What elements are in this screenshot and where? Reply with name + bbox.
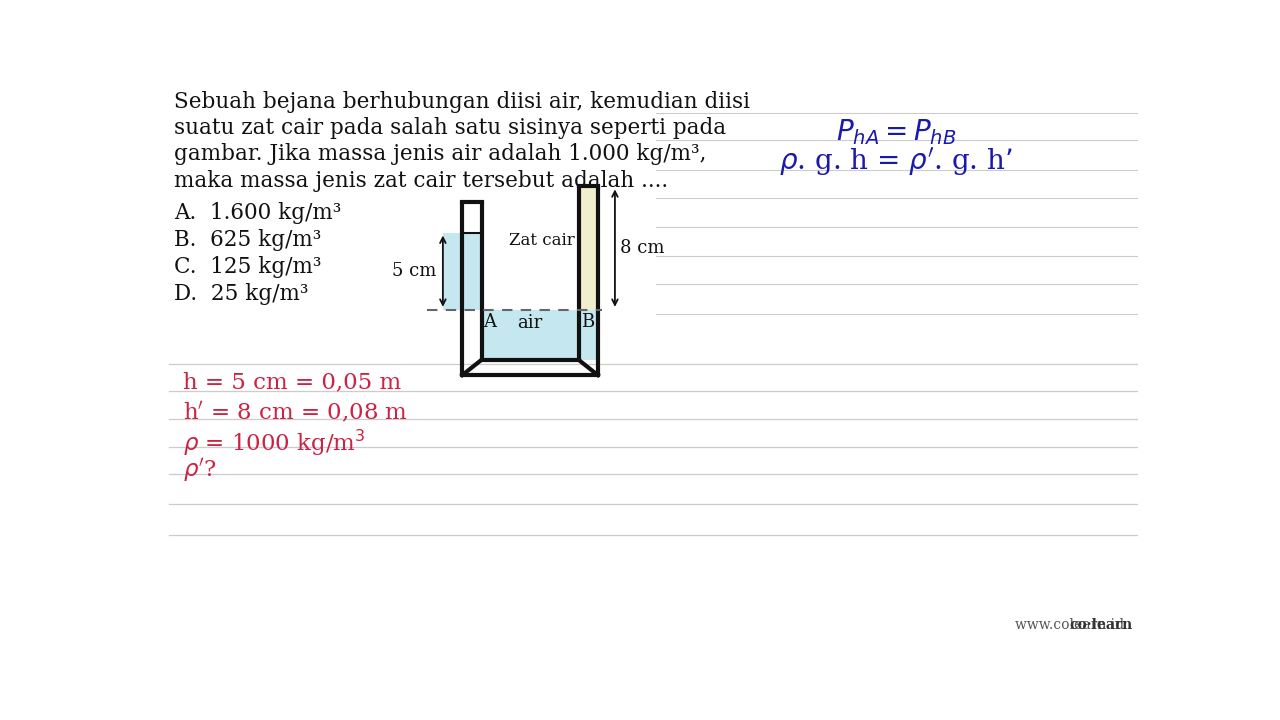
Text: 5 cm: 5 cm xyxy=(392,262,436,280)
Text: $\rho$ = 1000 kg/m$^3$: $\rho$ = 1000 kg/m$^3$ xyxy=(183,428,366,459)
Text: maka massa jenis zat cair tersebut adalah ....: maka massa jenis zat cair tersebut adala… xyxy=(174,169,668,192)
Bar xyxy=(443,233,481,310)
Text: D.  25 kg/m³: D. 25 kg/m³ xyxy=(174,283,308,305)
Text: gambar. Jika massa jenis air adalah 1.000 kg/m³,: gambar. Jika massa jenis air adalah 1.00… xyxy=(174,143,707,166)
Bar xyxy=(579,186,598,310)
Text: air: air xyxy=(517,315,543,333)
Text: $P_{hA} = P_{hB}$: $P_{hA} = P_{hB}$ xyxy=(836,117,956,147)
Bar xyxy=(481,310,598,360)
Text: h$'$ = 8 cm = 0,08 m: h$'$ = 8 cm = 0,08 m xyxy=(183,400,408,425)
Text: A: A xyxy=(483,312,497,330)
Text: C.  125 kg/m³: C. 125 kg/m³ xyxy=(174,256,321,278)
Text: A.  1.600 kg/m³: A. 1.600 kg/m³ xyxy=(174,202,342,224)
Text: $\rho'$?: $\rho'$? xyxy=(183,456,218,485)
Text: co·learn: co·learn xyxy=(1069,618,1133,631)
Text: Zat cair: Zat cair xyxy=(509,232,575,249)
Text: suatu zat cair pada salah satu sisinya seperti pada: suatu zat cair pada salah satu sisinya s… xyxy=(174,117,726,139)
Text: Sebuah bejana berhubungan diisi air, kemudian diisi: Sebuah bejana berhubungan diisi air, kem… xyxy=(174,91,750,113)
Text: 8 cm: 8 cm xyxy=(620,239,664,257)
Text: www.colearn.id: www.colearn.id xyxy=(1015,618,1133,631)
Text: h = 5 cm = 0,05 m: h = 5 cm = 0,05 m xyxy=(183,372,402,393)
Text: B: B xyxy=(581,312,594,330)
Text: B.  625 kg/m³: B. 625 kg/m³ xyxy=(174,229,321,251)
Text: $\rho$. g. h = $\rho'$. g. h’: $\rho$. g. h = $\rho'$. g. h’ xyxy=(780,145,1014,179)
